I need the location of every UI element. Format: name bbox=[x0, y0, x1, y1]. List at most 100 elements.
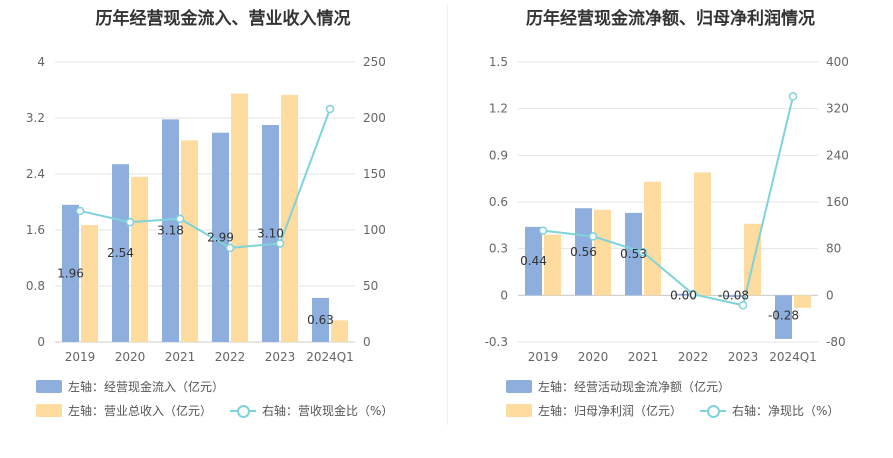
chart-plot-cashflow-revenue: 0 0.8 1.6 2.4 3.2 4 0 50 100 150 200 250 2019 2020 202… bbox=[26, 55, 386, 364]
data-label: -0.28 bbox=[768, 308, 799, 322]
y-right-tick-label: 80 bbox=[826, 242, 841, 256]
y-left-tick-label: 1.6 bbox=[26, 223, 45, 237]
ratio-line bbox=[79, 108, 331, 249]
y-right-tick-label: 0 bbox=[363, 335, 371, 349]
y-left-tick-label: 0.6 bbox=[489, 195, 508, 209]
legend-swatch-net-cashflow bbox=[506, 380, 532, 393]
y-left-tick-label: 0.9 bbox=[489, 148, 508, 162]
y-left-tick-label: -0.3 bbox=[485, 335, 508, 349]
legend-item-net-cash-ratio[interactable]: 右轴：净现比（%） bbox=[700, 402, 839, 419]
bar-secondary bbox=[231, 93, 248, 342]
legend-item-net-operating-cashflow[interactable]: 左轴：经营活动现金流净额（亿元） bbox=[506, 378, 730, 395]
data-label: 0.53 bbox=[620, 247, 647, 261]
data-label: 0.00 bbox=[670, 288, 697, 302]
data-label: 0.56 bbox=[570, 245, 597, 259]
data-label: 3.10 bbox=[257, 227, 284, 241]
ratio-point bbox=[175, 214, 185, 224]
y-right-tick-label: 250 bbox=[363, 55, 386, 69]
y-right-tick-label: 50 bbox=[363, 279, 378, 293]
y-left-tick-label: 2.4 bbox=[26, 167, 45, 181]
chart-panel-cashflow-revenue: 历年经营现金流入、营业收入情况 0 0.8 1.6 2.4 3.2 4 0 50 100 150 2… bbox=[0, 0, 446, 430]
ratio-line bbox=[542, 96, 794, 307]
bar-primary bbox=[312, 297, 329, 342]
bar-primary bbox=[62, 204, 79, 342]
data-label: 3.18 bbox=[157, 224, 184, 238]
ratio-point bbox=[125, 217, 135, 227]
panel-divider bbox=[447, 5, 448, 425]
legend-swatch-cash-inflow bbox=[36, 380, 62, 393]
y-right-tick-label: 160 bbox=[826, 195, 849, 209]
y-left-tick-label: 0 bbox=[37, 335, 45, 349]
bar-primary bbox=[775, 295, 792, 339]
y-left-tick-label: 0 bbox=[500, 288, 508, 302]
x-tick-label: 2022 bbox=[678, 350, 709, 364]
bar-secondary bbox=[744, 223, 761, 296]
x-tick-label: 2022 bbox=[215, 350, 246, 364]
y-left-tick-label: 1.2 bbox=[489, 102, 508, 116]
y-right-tick-label: 200 bbox=[363, 111, 386, 125]
bar-secondary bbox=[794, 295, 811, 308]
x-tick-label: 2020 bbox=[115, 350, 146, 364]
x-tick-label: 2019 bbox=[65, 350, 96, 364]
data-label: -0.08 bbox=[718, 288, 749, 302]
ratio-point bbox=[788, 92, 798, 101]
bar-primary bbox=[575, 208, 592, 296]
bar-secondary bbox=[81, 225, 98, 342]
x-tick-label: 2023 bbox=[265, 350, 296, 364]
bar-primary bbox=[112, 164, 129, 342]
y-left-tick-label: 1.5 bbox=[489, 55, 508, 69]
x-tick-label: 2024Q1 bbox=[306, 350, 354, 364]
legend-item-cash-inflow[interactable]: 左轴：经营现金流入（亿元） bbox=[36, 378, 224, 395]
x-tick-label: 2021 bbox=[165, 350, 196, 364]
legend-item-revenue[interactable]: 左轴：营业总收入（亿元） bbox=[36, 402, 212, 419]
y-right-tick-label: 100 bbox=[363, 223, 386, 237]
y-right-tick-label: 0 bbox=[826, 288, 834, 302]
ratio-point bbox=[588, 232, 598, 241]
legend-swatch-revenue bbox=[36, 404, 62, 417]
ratio-point bbox=[638, 247, 648, 257]
bar-secondary bbox=[544, 234, 561, 296]
data-label: 0.63 bbox=[307, 313, 334, 327]
bar-secondary bbox=[131, 176, 148, 342]
legend-item-revenue-cash-ratio[interactable]: 右轴：营收现金比（%） bbox=[230, 402, 393, 419]
y-right-tick-label: 240 bbox=[826, 148, 849, 162]
bar-secondary bbox=[181, 140, 198, 342]
x-tick-label: 2024Q1 bbox=[769, 350, 817, 364]
x-tick-label: 2021 bbox=[628, 350, 659, 364]
bar-secondary bbox=[331, 320, 348, 342]
ratio-point bbox=[688, 289, 698, 299]
y-left-tick-label: 0.8 bbox=[26, 279, 45, 293]
ratio-point bbox=[538, 226, 548, 235]
data-label: 1.96 bbox=[57, 266, 84, 280]
legend-item-net-profit[interactable]: 左轴：归母净利润（亿元） bbox=[506, 402, 682, 419]
legend-swatch-net-profit bbox=[506, 404, 532, 417]
ratio-point bbox=[325, 104, 335, 114]
x-tick-label: 2023 bbox=[728, 350, 759, 364]
data-label: 2.99 bbox=[207, 230, 234, 244]
ratio-point bbox=[225, 243, 235, 253]
data-label: 0.44 bbox=[520, 254, 547, 268]
y-right-tick-label: 150 bbox=[363, 167, 386, 181]
x-tick-label: 2020 bbox=[578, 350, 609, 364]
y-right-tick-label: 320 bbox=[826, 102, 849, 116]
bar-secondary bbox=[694, 172, 711, 296]
chart-plot-netcash-profit: -0.3 0 0.3 0.6 0.9 1.2 1.5 -80 0 80 160 240 320 400 20… bbox=[485, 55, 849, 364]
y-left-tick-label: 3.2 bbox=[26, 111, 45, 125]
chart-title: 历年经营现金流净额、归母净利润情况 bbox=[526, 9, 815, 29]
bar-primary bbox=[675, 293, 692, 296]
ratio-point bbox=[738, 301, 748, 310]
y-left-tick-label: 4 bbox=[37, 55, 45, 69]
bar-primary bbox=[525, 226, 542, 296]
ratio-point bbox=[275, 239, 285, 248]
y-right-tick-label: 400 bbox=[826, 55, 849, 69]
x-tick-label: 2019 bbox=[528, 350, 559, 364]
chart-panel-netcash-profit: 历年经营现金流净额、归母净利润情况 -0.3 0 0.3 0.6 0.9 1.2 1.5 -8… bbox=[448, 0, 893, 430]
bar-primary bbox=[625, 212, 642, 296]
y-right-tick-label: -80 bbox=[826, 335, 846, 349]
bar-primary bbox=[162, 119, 179, 343]
legend-line-symbol bbox=[230, 404, 256, 418]
bar-secondary bbox=[644, 181, 661, 296]
y-left-tick-label: 0.3 bbox=[489, 242, 508, 256]
chart-title: 历年经营现金流入、营业收入情况 bbox=[95, 9, 351, 29]
bar-primary bbox=[262, 125, 279, 342]
